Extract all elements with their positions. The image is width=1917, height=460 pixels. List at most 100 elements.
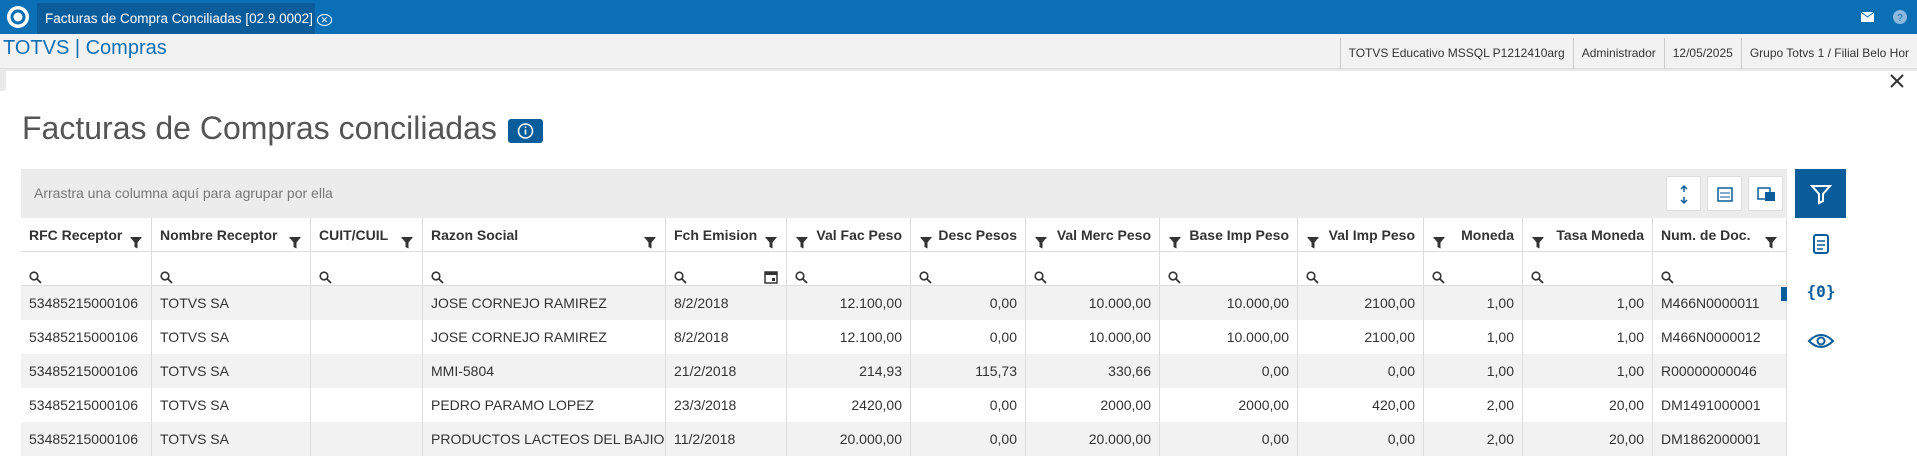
filter-cell[interactable]: [21, 252, 152, 286]
filter-cell[interactable]: [1523, 252, 1653, 286]
data-cell: 0,00: [911, 286, 1026, 320]
toolbar-button[interactable]: [1748, 176, 1783, 211]
search-icon: [1168, 262, 1181, 285]
data-cell: TOTVS SA: [152, 286, 311, 320]
column-header[interactable]: Base Imp Peso: [1160, 218, 1298, 252]
app-name: TOTVS | Compras: [3, 37, 167, 59]
data-row[interactable]: 53485215000106 TOTVS SA PRODUCTOS LACTEOS …: [21, 422, 1787, 456]
side-bar: {0}: [1795, 169, 1846, 365]
column-header[interactable]: Fch Emision: [666, 218, 787, 252]
column-header[interactable]: Val Imp Peso: [1298, 218, 1424, 252]
filter-cell[interactable]: [311, 252, 423, 286]
data-cell: MMI-5804: [423, 354, 666, 388]
tab[interactable]: Facturas de Compra Conciliadas [02.9.000…: [37, 3, 333, 34]
data-row[interactable]: 53485215000106 TOTVS SA JOSE CORNEJO RAMIR…: [21, 286, 1787, 320]
tab-label: Facturas de Compra Conciliadas [02.9.000…: [45, 11, 313, 26]
filter-icon[interactable]: [919, 228, 933, 251]
column-header[interactable]: Val Merc Peso: [1026, 218, 1160, 252]
column-header[interactable]: Tasa Moneda: [1523, 218, 1653, 252]
column-header[interactable]: Num. de Doc.: [1653, 218, 1787, 252]
data-cell: 0,00: [1160, 354, 1298, 388]
toolbar-button[interactable]: [1666, 176, 1701, 211]
column-header[interactable]: Moneda: [1424, 218, 1523, 252]
variables-button[interactable]: {0}: [1795, 267, 1846, 316]
column-label: Base Imp Peso: [1189, 227, 1289, 243]
column-header[interactable]: Razon Social: [423, 218, 666, 252]
column-label: Nombre Receptor: [160, 227, 278, 243]
filter-cell[interactable]: [423, 252, 666, 286]
mail-button[interactable]: [1850, 0, 1884, 34]
data-row[interactable]: 53485215000106 TOTVS SA MMI-5804 21/2/2018 2…: [21, 354, 1787, 388]
filter-cell[interactable]: [666, 252, 787, 286]
toolbar-button[interactable]: [1707, 176, 1742, 211]
column-header[interactable]: CUIT/CUIL: [311, 218, 423, 252]
column-label: Fch Emision: [674, 227, 758, 243]
column-header[interactable]: RFC Receptor: [21, 218, 152, 252]
filter-cell[interactable]: [1026, 252, 1160, 286]
clipboard-button[interactable]: [1795, 218, 1846, 267]
help-button[interactable]: ?: [1884, 0, 1917, 34]
filter-icon[interactable]: [1306, 228, 1320, 251]
data-cell: DM1491000001: [1653, 388, 1787, 422]
close-button[interactable]: [1888, 72, 1906, 90]
filter-icon[interactable]: [400, 228, 414, 251]
column-label: Val Merc Peso: [1056, 227, 1151, 243]
data-cell: 53485215000106: [21, 286, 152, 320]
search-icon: [919, 262, 932, 285]
data-cell: R00000000046: [1653, 354, 1787, 388]
data-row[interactable]: 53485215000106 TOTVS SA PEDRO PARAMO LOPEZ…: [21, 388, 1787, 422]
top-bar: Facturas de Compra Conciliadas [02.9.000…: [0, 0, 1917, 34]
data-cell: 420,00: [1298, 388, 1424, 422]
filter-icon[interactable]: [1034, 228, 1048, 251]
filter-cell[interactable]: [1298, 252, 1424, 286]
column-header[interactable]: Val Fac Peso: [787, 218, 911, 252]
column-header[interactable]: Desc Pesos: [911, 218, 1026, 252]
column-label: Val Imp Peso: [1328, 227, 1415, 243]
data-row[interactable]: 53485215000106 TOTVS SA JOSE CORNEJO RAMIR…: [21, 320, 1787, 354]
filter-button[interactable]: [1795, 169, 1846, 218]
filter-icon[interactable]: [1168, 228, 1182, 251]
filter-cell[interactable]: [1160, 252, 1298, 286]
filter-icon[interactable]: [288, 228, 302, 251]
column-label: Desc Pesos: [938, 227, 1017, 243]
filter-cell[interactable]: [152, 252, 311, 286]
view-button[interactable]: [1795, 316, 1846, 365]
column-label: Moneda: [1461, 227, 1514, 243]
data-cell: 20.000,00: [1026, 422, 1160, 456]
data-cell: 12.100,00: [787, 320, 911, 354]
filter-icon[interactable]: [129, 228, 143, 251]
data-cell: 2100,00: [1298, 320, 1424, 354]
filter-cell[interactable]: [1424, 252, 1523, 286]
column-label: Tasa Moneda: [1556, 227, 1644, 243]
group-hint: Arrastra una columna aquí para agrupar p…: [34, 185, 333, 201]
svg-text:{0}: {0}: [1807, 282, 1835, 301]
calendar-icon[interactable]: [764, 262, 778, 285]
filter-icon[interactable]: [1764, 228, 1778, 251]
filter-cell[interactable]: [787, 252, 911, 286]
data-cell: [311, 320, 423, 354]
data-cell: 330,66: [1026, 354, 1160, 388]
data-cell: 11/2/2018: [666, 422, 787, 456]
data-cell: JOSE CORNEJO RAMIREZ: [423, 286, 666, 320]
scrollbar[interactable]: [1781, 287, 1787, 301]
data-cell: 20,00: [1523, 388, 1653, 422]
filter-cell[interactable]: [911, 252, 1026, 286]
filter-icon[interactable]: [764, 228, 778, 251]
data-cell: 53485215000106: [21, 320, 152, 354]
filter-cell[interactable]: [1653, 252, 1787, 286]
data-cell: 0,00: [911, 388, 1026, 422]
logo[interactable]: [6, 5, 30, 29]
search-icon: [795, 262, 808, 285]
filter-icon[interactable]: [1432, 228, 1446, 251]
filter-icon[interactable]: [795, 228, 809, 251]
column-header[interactable]: Nombre Receptor: [152, 218, 311, 252]
filter-icon[interactable]: [643, 228, 657, 251]
info-button[interactable]: [508, 119, 543, 143]
data-cell: 1,00: [1424, 286, 1523, 320]
search-icon: [160, 262, 173, 285]
filter-icon[interactable]: [1531, 228, 1545, 251]
search-icon: [29, 262, 42, 285]
data-cell: M466N0000011: [1653, 286, 1787, 320]
data-cell: 53485215000106: [21, 422, 152, 456]
